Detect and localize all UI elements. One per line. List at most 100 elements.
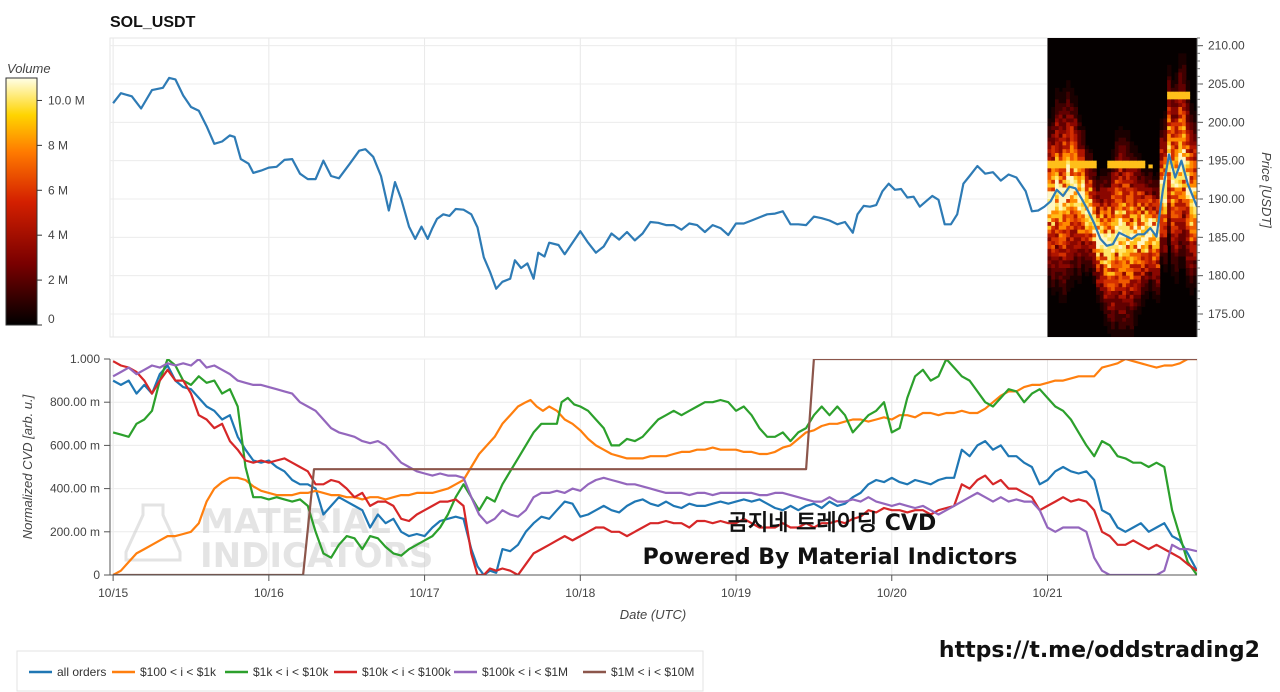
heatmap-cell	[1084, 264, 1090, 269]
heatmap-cell	[1111, 233, 1116, 238]
heatmap-cell	[1111, 298, 1116, 304]
heatmap-cell	[1103, 229, 1108, 235]
heatmap-cell	[1054, 229, 1060, 235]
heatmap-cell	[1189, 164, 1194, 169]
heatmap-cell	[1066, 95, 1071, 100]
heatmap-cell	[1144, 264, 1150, 269]
heatmap-cell	[1185, 195, 1191, 200]
heatmap-cell	[1103, 302, 1108, 307]
heatmap-cell	[1122, 260, 1127, 265]
heatmap-cell	[1047, 130, 1052, 135]
heatmap-cell	[1054, 122, 1060, 127]
heatmap-cell	[1058, 237, 1064, 242]
heatmap-cell	[1062, 287, 1067, 292]
heatmap-cell	[1107, 202, 1112, 208]
heatmap-cell	[1133, 145, 1138, 150]
legend-item[interactable]: $100 < i < $1k	[112, 665, 217, 679]
heatmap-cell	[1178, 130, 1183, 135]
heatmap-cell	[1096, 187, 1101, 192]
legend-item[interactable]: all orders	[29, 665, 106, 679]
heatmap-cell	[1084, 233, 1090, 238]
heatmap-cell	[1081, 195, 1086, 200]
heatmap-cell	[1051, 179, 1056, 185]
legend-item[interactable]: $10k < i < $100k	[334, 665, 452, 679]
heatmap-cell	[1118, 310, 1123, 315]
heatmap-cell	[1178, 195, 1183, 200]
heatmap-cell	[1185, 202, 1191, 208]
heatmap-cell	[1051, 260, 1056, 265]
legend-item[interactable]: $1k < i < $10k	[225, 665, 329, 679]
heatmap-cell	[1118, 168, 1123, 173]
heatmap-cell	[1069, 233, 1075, 238]
heatmap-cell	[1122, 133, 1127, 139]
heatmap-cell	[1182, 103, 1187, 108]
heatmap-cell	[1129, 321, 1135, 327]
legend-label: $100k < i < $1M	[482, 665, 568, 679]
colorbar-title: Volume	[7, 61, 51, 76]
heatmap-cell	[1133, 179, 1138, 185]
heatmap-cell	[1077, 160, 1082, 166]
heatmap-cell	[1077, 183, 1082, 189]
heatmap-cell	[1167, 76, 1172, 81]
heatmap-cell	[1077, 264, 1082, 269]
heatmap-cell	[1084, 168, 1090, 173]
heatmap-cell	[1189, 222, 1194, 227]
heatmap-cell	[1193, 256, 1197, 261]
heatmap-cell	[1163, 210, 1168, 215]
heatmap-cell	[1174, 126, 1179, 131]
heatmap-cell	[1185, 160, 1191, 166]
heatmap-cell	[1133, 252, 1138, 258]
heatmap-cell	[1182, 222, 1187, 227]
heatmap-cell	[1152, 179, 1157, 185]
heatmap-cell	[1178, 222, 1183, 227]
price-axis-label: Price [USDT]	[1259, 152, 1274, 228]
heatmap-cell	[1122, 160, 1127, 166]
heatmap-cell	[1114, 160, 1120, 166]
heatmap-cell	[1189, 172, 1194, 177]
heatmap-cell	[1125, 237, 1131, 242]
heatmap-cell	[1062, 199, 1067, 204]
heatmap-cell	[1163, 237, 1168, 242]
heatmap-cell	[1099, 294, 1105, 300]
legend-item[interactable]: $100k < i < $1M	[454, 665, 568, 679]
heatmap-cell	[1107, 279, 1112, 284]
heatmap-cell	[1174, 107, 1179, 112]
heatmap-cell	[1047, 145, 1052, 150]
heatmap-cell	[1054, 218, 1060, 223]
heatmap-cell	[1144, 287, 1150, 292]
heatmap-cell	[1114, 206, 1120, 212]
heatmap-cell	[1099, 248, 1105, 254]
heatmap-cell	[1096, 218, 1101, 223]
heatmap-cell	[1170, 260, 1176, 265]
heatmap-cell	[1193, 133, 1197, 139]
heatmap-cell	[1077, 206, 1082, 212]
heatmap-cell	[1137, 291, 1142, 296]
heatmap-cell	[1125, 248, 1131, 254]
heatmap-cell	[1170, 172, 1176, 177]
heatmap-cell	[1178, 87, 1183, 93]
heatmap-cell	[1103, 260, 1108, 265]
heatmap-cell	[1114, 210, 1120, 215]
heatmap-cell	[1047, 271, 1052, 277]
telegram-link[interactable]: https://t.me/oddstrading2	[939, 638, 1260, 663]
heatmap-cell	[1066, 225, 1071, 231]
heatmap-cell	[1114, 329, 1120, 334]
heatmap-cell	[1118, 206, 1123, 212]
heatmap-cell	[1167, 179, 1172, 185]
heatmap-cell	[1107, 287, 1112, 292]
legend-item[interactable]: $1M < i < $10M	[583, 665, 694, 679]
heatmap-cell	[1182, 145, 1187, 150]
heatmap-cell	[1140, 218, 1146, 223]
heatmap-cell	[1047, 168, 1052, 173]
heatmap-cell	[1122, 248, 1127, 254]
heatmap-cell	[1107, 183, 1112, 189]
heatmap-cell	[1193, 218, 1197, 223]
heatmap-cell	[1047, 283, 1052, 288]
heatmap-cell	[1193, 248, 1197, 254]
heatmap-cell	[1054, 87, 1060, 93]
heatmap-cell	[1133, 268, 1138, 273]
heatmap-cell	[1167, 137, 1172, 143]
heatmap-cell	[1189, 206, 1194, 212]
heatmap-cell	[1178, 156, 1183, 162]
